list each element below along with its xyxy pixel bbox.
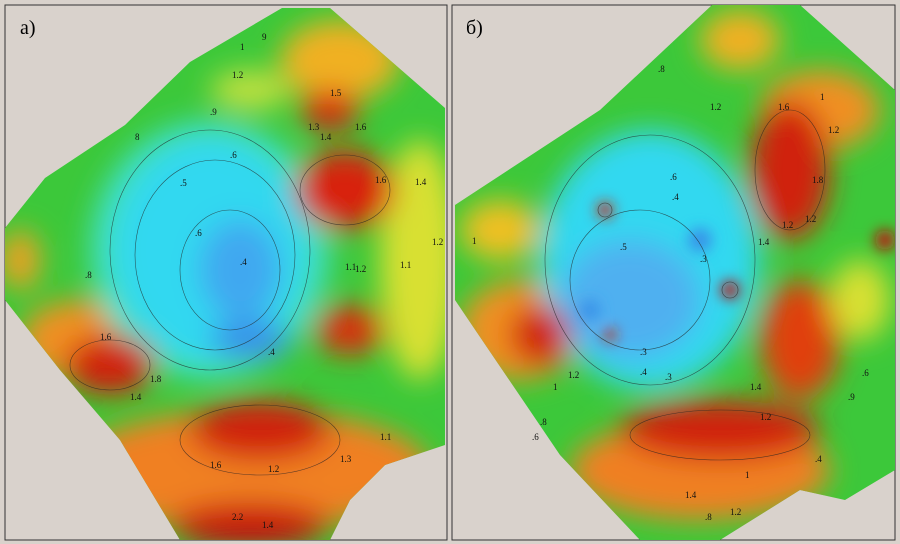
contour-label: 1 [820, 92, 825, 102]
contour-label: 1 [745, 470, 750, 480]
contour-label: 1.8 [150, 374, 162, 384]
contour-label: 1.4 [685, 490, 697, 500]
contour-label: 1.6 [210, 460, 222, 470]
contour-label: .8 [540, 417, 547, 427]
contour-label: .4 [672, 192, 679, 202]
contour-label: 1.6 [778, 102, 790, 112]
contour-label: 1 [240, 42, 245, 52]
contour-label: .8 [85, 270, 92, 280]
contour-label: .6 [532, 432, 539, 442]
contour-label: 1.1 [380, 432, 391, 442]
contour-label: 1.6 [355, 122, 367, 132]
contour-label: .6 [862, 368, 869, 378]
contour-label: 1.5 [330, 88, 342, 98]
contour-label: 2.2 [232, 512, 243, 522]
contour-label: 1.8 [812, 175, 824, 185]
contour-label: 1.4 [750, 382, 762, 392]
contour-label: 1.2 [805, 214, 816, 224]
contour-label: 1.2 [432, 237, 443, 247]
contour-label: .3 [665, 372, 672, 382]
contour-label: .3 [640, 347, 647, 357]
contour-label: 1.4 [415, 177, 427, 187]
contour-label: 1.4 [758, 237, 770, 247]
contour-label: 1.2 [710, 102, 721, 112]
contour-label: 1.1 [400, 260, 411, 270]
contour-label: 1.2 [232, 70, 243, 80]
contour-label: 1.4 [130, 392, 142, 402]
contour-label: 9 [262, 32, 267, 42]
contour-label: 1.4 [320, 132, 332, 142]
contour-label: 8 [135, 132, 140, 142]
contour-label: .9 [210, 107, 217, 117]
contour-label: 1.2 [760, 412, 771, 422]
contour-label: .9 [848, 392, 855, 402]
panel-label: б) [466, 17, 483, 39]
contour-label: 1.4 [262, 520, 274, 530]
contour-label: 1.2 [782, 220, 793, 230]
contour-label: .5 [620, 242, 627, 252]
contour-label: .4 [640, 367, 647, 377]
contour-label: 1.2 [828, 125, 839, 135]
contour-label: 1.6 [375, 175, 387, 185]
contour-label: .5 [180, 178, 187, 188]
contour-label: .6 [195, 228, 202, 238]
contour-label: .6 [670, 172, 677, 182]
contour-label: .4 [240, 257, 247, 267]
contour-label: 1.3 [340, 454, 352, 464]
contour-label: .8 [705, 512, 712, 522]
contour-label: 1 [472, 236, 477, 246]
contour-label: 1.2 [355, 264, 366, 274]
contour-label: .3 [700, 254, 707, 264]
contour-label: .4 [268, 347, 275, 357]
contour-label: 1.6 [100, 332, 112, 342]
contour-label: .6 [230, 150, 237, 160]
contour-label: 1.2 [568, 370, 579, 380]
contour-label: 1.2 [268, 464, 279, 474]
contour-label: 1 [553, 382, 558, 392]
contour-label: 1.2 [730, 507, 741, 517]
contour-label: .4 [815, 454, 822, 464]
contour-label: .8 [658, 64, 665, 74]
contour-label: 1.3 [308, 122, 320, 132]
contour-label: 1.1 [345, 262, 356, 272]
panel-label: а) [20, 17, 36, 39]
